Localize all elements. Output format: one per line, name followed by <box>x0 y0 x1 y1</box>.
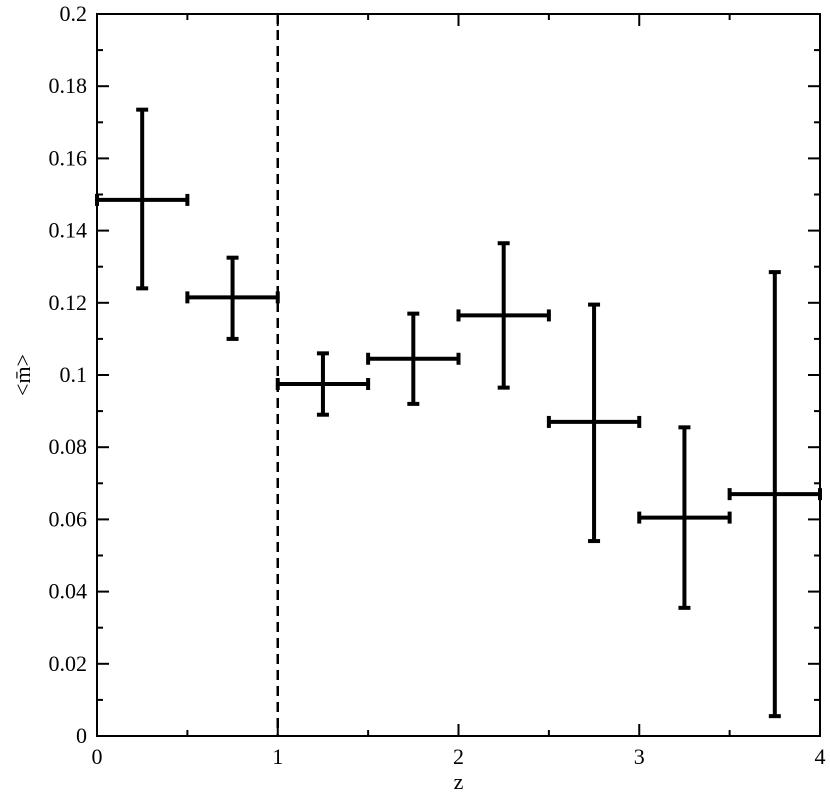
x-tick-label: 2 <box>453 744 464 769</box>
x-tick-label: 4 <box>815 744 826 769</box>
data-point <box>275 351 371 417</box>
labels-layer: z <m̄> <box>10 354 464 792</box>
data-point <box>366 311 461 406</box>
x-tick-label: 1 <box>272 744 283 769</box>
y-tick-label: 0.04 <box>49 579 88 604</box>
y-tick-label: 0.08 <box>49 434 88 459</box>
x-tick-label: 3 <box>634 744 645 769</box>
y-tick-label: 0.1 <box>60 362 88 387</box>
y-tick-label: 0.18 <box>49 73 88 98</box>
y-tick-label: 0 <box>76 723 87 748</box>
data-point <box>727 270 822 719</box>
x-axis-label: z <box>454 769 464 792</box>
data-point <box>456 241 551 390</box>
y-tick-label: 0.16 <box>49 145 88 170</box>
data-point <box>95 107 190 291</box>
data-point <box>185 255 280 341</box>
y-tick-label: 0.06 <box>49 506 88 531</box>
y-axis-label: <m̄> <box>10 354 35 396</box>
data-point <box>637 425 732 610</box>
y-tick-label: 0.02 <box>49 651 88 676</box>
x-tick-label: 0 <box>92 744 103 769</box>
ticks-layer: 0 0.02 0.04 0.06 0.08 0.1 0.12 0.14 0.16 0.18 0.2 0… <box>49 1 826 769</box>
y-tick-label: 0.12 <box>49 290 88 315</box>
y-tick-label: 0.2 <box>60 1 88 26</box>
data-point <box>546 302 642 544</box>
plot-layer <box>95 13 822 737</box>
plot-frame <box>96 13 821 737</box>
y-tick-label: 0.14 <box>49 218 88 243</box>
